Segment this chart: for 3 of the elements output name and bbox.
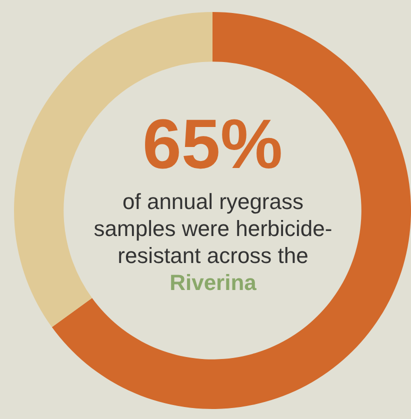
text: Riverina xyxy=(168,269,258,296)
text: of annual ryegrass samples were herbicide-resistant across the xyxy=(94,189,332,268)
data-label: 65% xyxy=(142,104,283,183)
